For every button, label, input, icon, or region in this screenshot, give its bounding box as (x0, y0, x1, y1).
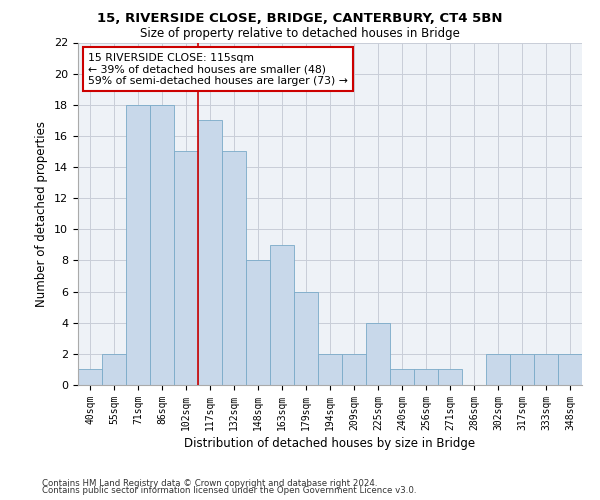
X-axis label: Distribution of detached houses by size in Bridge: Distribution of detached houses by size … (184, 437, 476, 450)
Bar (294, 292, 318, 385)
Bar (558, 354, 582, 385)
Text: Contains public sector information licensed under the Open Government Licence v3: Contains public sector information licen… (42, 486, 416, 495)
Bar (390, 370, 414, 385)
Bar (414, 370, 438, 385)
Bar (102, 354, 126, 385)
Bar (438, 370, 462, 385)
Bar (126, 105, 150, 385)
Bar (78, 370, 102, 385)
Bar (342, 354, 366, 385)
Bar (198, 120, 222, 385)
Text: Contains HM Land Registry data © Crown copyright and database right 2024.: Contains HM Land Registry data © Crown c… (42, 478, 377, 488)
Text: Size of property relative to detached houses in Bridge: Size of property relative to detached ho… (140, 28, 460, 40)
Text: 15 RIVERSIDE CLOSE: 115sqm
← 39% of detached houses are smaller (48)
59% of semi: 15 RIVERSIDE CLOSE: 115sqm ← 39% of deta… (88, 53, 348, 86)
Bar (366, 322, 390, 385)
Bar (486, 354, 510, 385)
Bar (174, 152, 198, 385)
Bar (150, 105, 174, 385)
Bar (222, 152, 246, 385)
Bar (318, 354, 342, 385)
Y-axis label: Number of detached properties: Number of detached properties (35, 120, 49, 306)
Bar (510, 354, 534, 385)
Bar (270, 245, 294, 385)
Text: 15, RIVERSIDE CLOSE, BRIDGE, CANTERBURY, CT4 5BN: 15, RIVERSIDE CLOSE, BRIDGE, CANTERBURY,… (97, 12, 503, 26)
Bar (246, 260, 270, 385)
Bar (534, 354, 558, 385)
